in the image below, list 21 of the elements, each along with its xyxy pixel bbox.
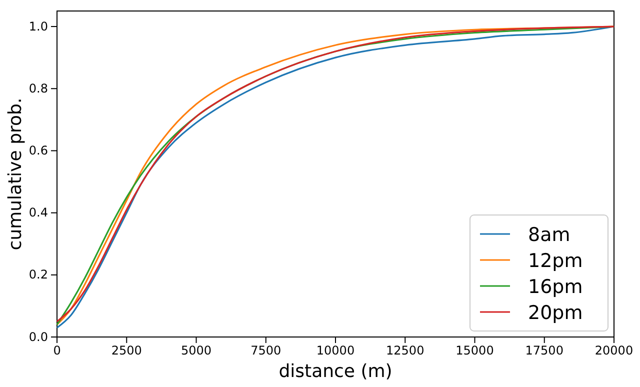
x-tick-label: 0 [53,344,61,358]
x-tick-label: 12500 [386,344,424,358]
y-tick-label: 0.8 [28,81,48,96]
y-tick-label: 0.6 [28,144,48,158]
x-axis-title: distance (m) [278,361,392,382]
x-tick-label: 7500 [250,344,282,358]
legend-label: 12pm [528,250,583,272]
x-tick-label: 20000 [594,344,634,358]
y-axis-title: cumulative prob. [5,98,26,250]
x-tick-label: 17500 [525,344,564,358]
y-tick-label: 0.2 [28,268,48,282]
legend-label: 20pm [528,302,583,324]
x-tick-label: 10000 [316,344,355,358]
y-tick-label: 0.4 [28,206,48,220]
x-tick-label: 5000 [180,344,212,358]
legend-label: 16pm [528,276,583,298]
x-tick-label: 15000 [456,344,494,358]
x-tick-label: 2500 [111,344,142,358]
y-tick-label: 1.0 [28,19,48,34]
y-tick-label: 0.0 [28,330,48,344]
legend-label: 8am [528,224,570,246]
